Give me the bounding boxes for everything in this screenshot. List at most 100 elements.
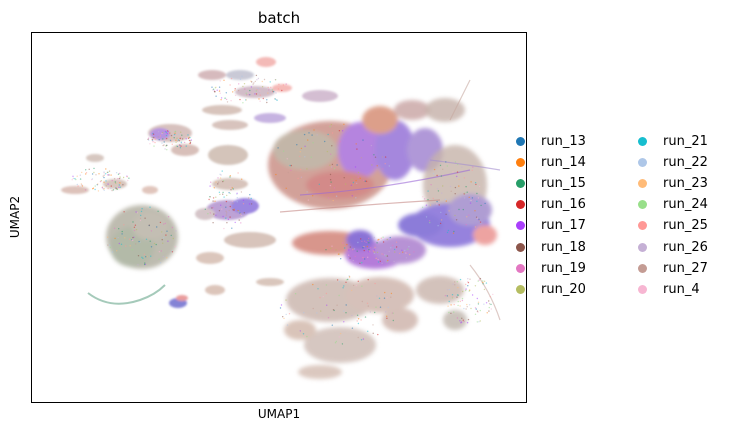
point-run-24 [158, 258, 160, 260]
point-run-4 [492, 293, 494, 296]
point-run-18 [255, 74, 258, 77]
point-run-4 [127, 179, 129, 182]
point-run-27 [139, 217, 142, 220]
point-run-17 [144, 263, 146, 266]
point-run-23 [267, 92, 269, 94]
point-run-22 [425, 216, 428, 218]
point-run-14 [458, 185, 460, 187]
point-run-15 [347, 278, 349, 281]
point-run-15 [482, 283, 484, 285]
point-run-24 [456, 163, 459, 166]
legend-marker [516, 284, 525, 294]
point-run-15 [341, 343, 344, 345]
point-run-26 [162, 255, 165, 258]
point-run-26 [295, 198, 297, 200]
point-run-23 [261, 80, 263, 83]
point-run-25 [366, 302, 369, 304]
point-run-16 [345, 281, 347, 283]
point-run-4 [476, 217, 479, 219]
legend-label: run_15 [541, 175, 586, 191]
point-run-19 [478, 279, 480, 281]
point-run-22 [236, 193, 238, 195]
point-run-15 [490, 303, 492, 306]
point-run-15 [114, 181, 117, 183]
point-run-18 [230, 189, 232, 191]
point-run-14 [346, 243, 348, 246]
point-run-17 [220, 204, 222, 206]
point-run-23 [332, 199, 334, 202]
point-run-25 [471, 169, 473, 171]
point-run-26 [356, 182, 358, 185]
point-run-27 [248, 197, 250, 199]
point-run-26 [385, 311, 387, 313]
point-run-22 [103, 189, 105, 191]
point-run-4 [329, 184, 332, 187]
point-run-21 [474, 182, 477, 184]
point-run-22 [241, 75, 243, 78]
point-run-17 [341, 130, 344, 132]
point-run-4 [367, 256, 369, 258]
point-run-25 [459, 300, 461, 303]
point-run-18 [349, 246, 352, 248]
point-run-22 [180, 142, 183, 144]
point-run-27 [465, 308, 467, 310]
point-run-22 [335, 195, 338, 197]
point-run-14 [275, 173, 277, 176]
point-run-23 [299, 151, 301, 153]
point-run-17 [351, 195, 353, 197]
legend-marker [638, 263, 647, 273]
point-run-4 [490, 308, 492, 310]
legend-marker [638, 284, 647, 294]
point-run-19 [461, 299, 464, 302]
point-run-18 [218, 210, 221, 212]
point-run-14 [92, 188, 94, 190]
point-run-15 [458, 208, 460, 211]
point-run-23 [448, 210, 450, 212]
point-run-4 [161, 132, 163, 135]
point-run-18 [118, 177, 121, 180]
point-run-20 [335, 249, 337, 251]
point-run-21 [447, 229, 450, 232]
cluster-top [198, 57, 338, 130]
point-run-16 [357, 280, 359, 282]
point-run-18 [461, 317, 463, 319]
point-run-18 [467, 318, 470, 321]
point-run-17 [107, 174, 109, 176]
point-run-16 [110, 185, 113, 187]
point-run-21 [352, 181, 355, 184]
point-run-26 [157, 131, 160, 133]
point-run-24 [456, 281, 458, 283]
point-run-4 [259, 100, 261, 102]
point-run-16 [436, 174, 438, 177]
point-run-27 [336, 304, 338, 306]
legend-marker [638, 242, 647, 252]
point-run-16 [336, 279, 339, 281]
point-run-18 [148, 224, 150, 226]
point-run-18 [349, 257, 351, 259]
cluster-left-arc [87, 284, 166, 305]
point-run-22 [286, 324, 289, 326]
point-run-26 [72, 177, 75, 180]
point-run-17 [167, 240, 169, 242]
point-run-22 [483, 303, 485, 305]
legend-item-run-14: run_14 [516, 152, 586, 172]
point-run-16 [281, 89, 283, 92]
point-run-4 [259, 90, 261, 92]
point-run-25 [171, 143, 173, 145]
point-run-22 [76, 183, 79, 186]
point-run-26 [257, 77, 260, 80]
point-run-18 [475, 216, 478, 218]
point-run-17 [248, 203, 251, 205]
point-run-20 [357, 171, 360, 174]
point-run-19 [472, 166, 474, 168]
point-run-27 [381, 156, 384, 158]
point-run-20 [161, 231, 163, 233]
point-run-25 [256, 89, 258, 91]
point-run-24 [375, 306, 377, 308]
point-run-26 [446, 289, 449, 291]
point-run-15 [157, 210, 159, 212]
point-run-20 [474, 285, 477, 287]
point-run-26 [275, 92, 277, 94]
point-run-24 [407, 248, 409, 250]
point-run-19 [290, 169, 292, 172]
